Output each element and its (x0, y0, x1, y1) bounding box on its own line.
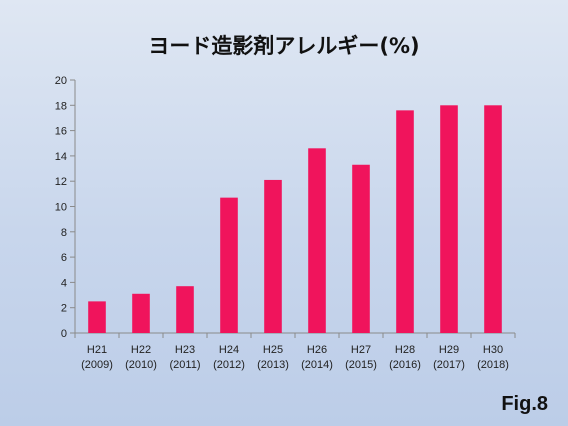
x-tick-label-year: (2017) (433, 359, 465, 371)
y-tick-label: 0 (61, 328, 67, 340)
x-tick-label-year: (2011) (170, 359, 201, 371)
x-tick-label-year: (2012) (213, 359, 245, 371)
y-tick-label: 16 (55, 126, 67, 138)
y-tick-label: 14 (55, 151, 67, 163)
bar (88, 301, 106, 333)
x-tick-label-year: (2014) (301, 359, 333, 371)
bar (308, 148, 326, 333)
x-tick-label-era: H24 (219, 344, 239, 356)
x-axis: H21 (2009) H22 (2010) H23 (2011) H24 (2012) H25 (… (74, 332, 516, 371)
x-tick-label-year: (2009) (81, 359, 113, 371)
y-tick-label: 2 (61, 303, 67, 315)
bar (396, 110, 414, 333)
x-tick-label-era: H23 (175, 344, 195, 356)
y-axis: 0 2 4 6 8 10 12 14 16 18 20 (55, 75, 76, 340)
x-tick-label-year: (2010) (125, 359, 157, 371)
x-tick-label-era: H27 (351, 344, 371, 356)
bar (440, 105, 458, 333)
y-tick-label: 18 (55, 100, 67, 112)
figure-label: Fig.8 (501, 393, 548, 415)
y-tick-label: 12 (55, 176, 67, 188)
y-tick-label: 8 (61, 227, 67, 239)
x-tick-label-year: (2013) (257, 359, 289, 371)
x-tick-label-era: H29 (439, 344, 459, 356)
bar (352, 164, 370, 333)
bar-series (88, 105, 502, 333)
x-tick-label-year: (2018) (477, 359, 509, 371)
x-tick-label-era: H30 (483, 344, 503, 356)
y-tick-label: 20 (55, 75, 67, 87)
bar (484, 105, 502, 333)
bar (264, 179, 282, 333)
x-tick-label-year: (2015) (345, 359, 377, 371)
y-tick-label: 6 (61, 252, 67, 264)
x-tick-label-era: H21 (87, 344, 107, 356)
bar (176, 286, 194, 333)
x-tick-label-year: (2016) (389, 359, 421, 371)
x-tick-label-era: H28 (395, 344, 415, 356)
x-tick-label-era: H26 (307, 344, 327, 356)
x-tick-label-era: H22 (131, 344, 151, 356)
bar (220, 197, 238, 333)
x-tick-label-era: H25 (263, 344, 283, 356)
y-tick-label: 10 (55, 202, 67, 214)
y-tick-label: 4 (61, 277, 67, 289)
bar (132, 293, 150, 333)
chart-title: ヨード造影剤アレルギー(%) (148, 34, 420, 58)
